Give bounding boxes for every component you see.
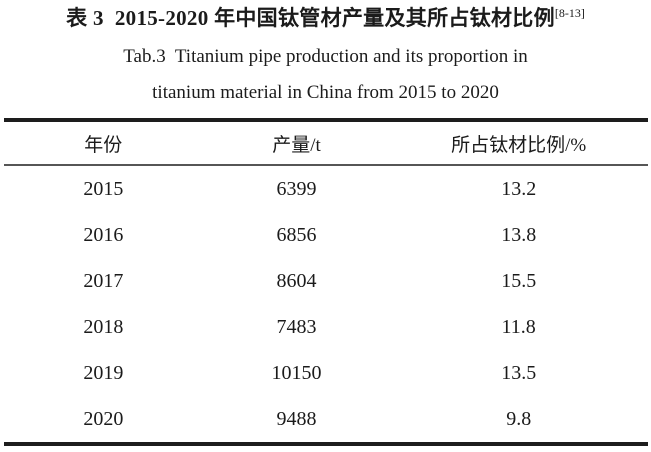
table-caption-zh-text: 表 3 2015-2020 年中国钛管材产量及其所占钛材比例: [66, 6, 555, 30]
proportion-cell: 15.5: [501, 269, 537, 292]
table-row: 2020 9488 9.8: [4, 396, 648, 444]
proportion-cell: 13.8: [501, 223, 537, 246]
table-row: 2019 10150 13.5: [4, 350, 648, 396]
column-header-proportion: 所占钛材比例/%: [451, 134, 587, 156]
production-cell: 10150: [271, 361, 322, 384]
proportion-cell: 13.5: [501, 361, 537, 384]
proportion-cell: 13.2: [501, 177, 537, 200]
year-cell: 2017: [83, 269, 124, 292]
table-header-row: 年份 产量/t 所占钛材比例/%: [3, 120, 648, 165]
year-cell: 2015: [83, 177, 124, 200]
table-row: 2016 6856 13.8: [4, 212, 648, 258]
production-cell: 8604: [276, 269, 317, 292]
table-row: 2018 7483 11.8: [4, 304, 648, 350]
data-table: 年份 产量/t 所占钛材比例/% 2015 6399 13.2 2016 685…: [3, 118, 648, 446]
column-header-year: 年份: [84, 134, 123, 156]
production-cell: 6399: [276, 177, 317, 200]
production-cell: 7483: [276, 315, 317, 338]
year-cell: 2018: [83, 315, 124, 338]
proportion-cell: 11.8: [501, 315, 536, 338]
table-caption-en-line1: Tab.3 Titanium pipe production and its p…: [123, 46, 528, 67]
table-caption-zh: 表 3 2015-2020 年中国钛管材产量及其所占钛材比例[8-13]: [0, 0, 651, 35]
table-caption-en-line2: titanium material in China from 2015 to …: [152, 82, 499, 103]
citation-superscript: [8-13]: [554, 6, 585, 20]
table-row: 2017 8604 15.5: [4, 258, 648, 304]
production-cell: 9488: [276, 407, 317, 430]
table-row: 2015 6399 13.2: [4, 165, 648, 212]
year-cell: 2020: [83, 407, 124, 430]
year-cell: 2019: [83, 361, 124, 384]
proportion-cell: 9.8: [506, 407, 532, 430]
year-cell: 2016: [83, 223, 124, 246]
column-header-production: 产量/t: [272, 134, 321, 156]
production-cell: 6856: [276, 223, 317, 246]
